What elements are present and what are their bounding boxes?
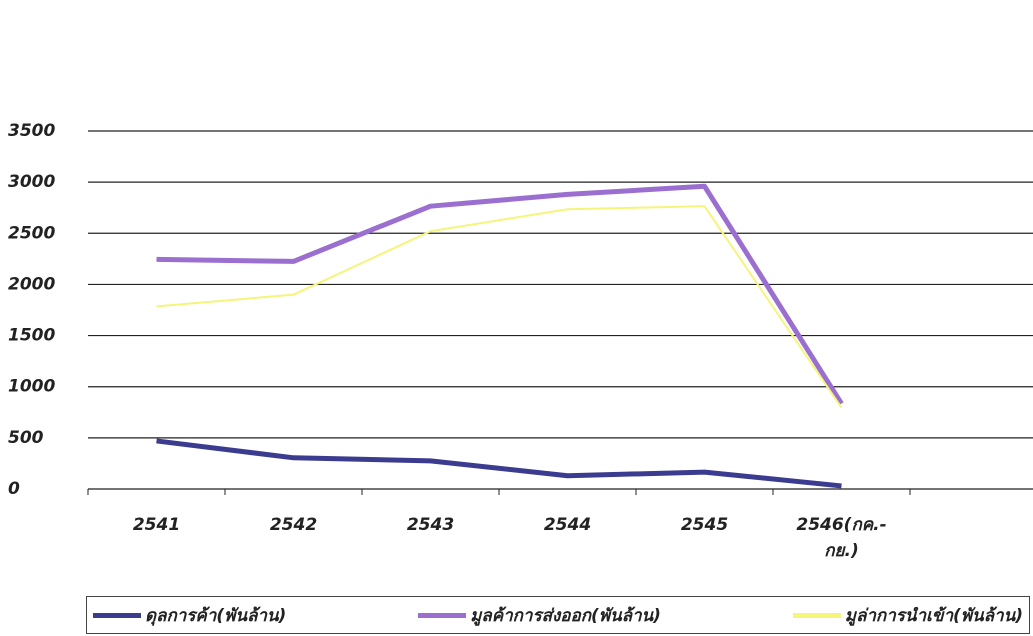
y-tick-label: 500	[8, 428, 44, 448]
legend-item: มูล่าการนำเข้า(พันล้าน)	[792, 602, 1023, 629]
legend-swatch	[93, 612, 141, 618]
legend-label: มูลค้าการส่งออก(พันล้าน)	[470, 605, 661, 626]
series-line	[156, 205, 843, 409]
y-tick-label: 1500	[8, 326, 55, 346]
x-tick-label: 2541	[132, 515, 181, 535]
y-tick-label: 3000	[8, 172, 55, 192]
y-tick-label: 3500	[8, 121, 55, 141]
legend-swatch	[418, 612, 467, 618]
x-tick-label: 2542	[269, 515, 318, 535]
legend-item: มูลค้าการส่งออก(พันล้าน)	[418, 602, 661, 629]
legend-item: ดุลการค้า(พันล้าน)	[93, 602, 286, 629]
series-line	[156, 183, 844, 405]
x-tick-label: 2543	[406, 515, 455, 535]
legend-label: ดุลการค้า(พันล้าน)	[145, 605, 287, 626]
x-tick-label: 2545	[680, 515, 729, 535]
y-tick-label: 1000	[8, 377, 55, 397]
x-tick-label: 2546(กค.-กย.)	[796, 515, 887, 561]
series-line	[156, 438, 842, 489]
legend-swatch	[792, 612, 841, 618]
legend-label: มูล่าการนำเข้า(พันล้าน)	[844, 605, 1023, 626]
y-tick-label: 2000	[8, 274, 55, 294]
legend: ดุลการค้า(พันล้าน) มูลค้าการส่งออก(พันล้า…	[86, 596, 1030, 634]
y-tick-label: 2500	[8, 223, 55, 243]
x-tick-label: 2544	[543, 515, 592, 535]
y-tick-label: 0	[8, 479, 20, 499]
